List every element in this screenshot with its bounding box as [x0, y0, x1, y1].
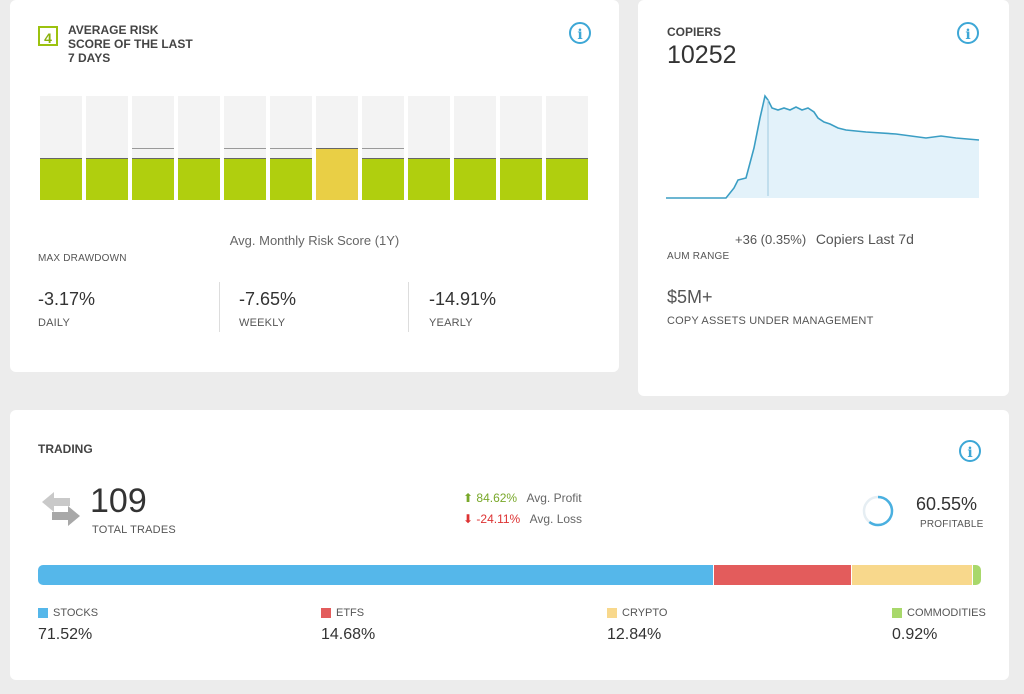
legend-label-crypto: CRYPTO — [607, 607, 667, 619]
copiers-count: 10252 — [667, 41, 737, 69]
risk-score-title: AVERAGE RISK SCORE OF THE LAST 7 DAYS — [68, 23, 193, 65]
monthly-risk-bar — [546, 96, 588, 200]
copiers-change: +36 (0.35%) Copiers Last 7d — [735, 231, 914, 247]
legend-label-stocks: STOCKS — [38, 607, 98, 619]
monthly-risk-bar — [132, 96, 174, 200]
monthly-risk-bar-fill — [316, 148, 358, 200]
risk-score-badge: 4 — [38, 26, 58, 46]
allocation-segment-stocks — [38, 565, 713, 585]
allocation-segment-etfs — [712, 565, 853, 585]
monthly-risk-bar-fill — [546, 158, 588, 200]
total-trades-value: 109 — [90, 482, 147, 520]
aum-value: $5M+ — [667, 287, 713, 307]
legend-swatch — [607, 608, 617, 619]
copiers-title: COPIERS — [667, 25, 722, 39]
monthly-risk-bar — [500, 96, 542, 200]
monthly-risk-bar — [362, 96, 404, 200]
monthly-risk-label: Avg. Monthly Risk Score (1Y) — [229, 233, 400, 248]
monthly-risk-bar-fill — [40, 158, 82, 200]
info-icon[interactable]: i — [569, 22, 591, 44]
avg-loss: ⬇ -24.11% Avg. Loss — [463, 512, 583, 526]
monthly-risk-bar — [270, 96, 312, 200]
monthly-risk-bar-fill — [86, 158, 128, 200]
total-trades-label: TOTAL TRADES — [92, 524, 176, 536]
monthly-risk-marker — [132, 148, 174, 149]
legend-label-etfs: ETFS — [321, 607, 364, 619]
monthly-risk-bar — [178, 96, 220, 200]
info-icon[interactable]: i — [957, 22, 979, 44]
monthly-risk-bar-fill — [270, 158, 312, 200]
avg-profit: ⬆ 84.62% Avg. Profit — [463, 491, 582, 505]
legend-value-commodities: 0.92% — [892, 626, 938, 643]
legend-label-commodities: COMMODITIES — [892, 607, 986, 619]
monthly-risk-bar-fill — [500, 158, 542, 200]
divider — [219, 282, 220, 332]
legend-swatch — [892, 608, 902, 619]
risk-score-card: 4 AVERAGE RISK SCORE OF THE LAST 7 DAYS … — [10, 0, 619, 372]
legend-value-etfs: 14.68% — [321, 626, 376, 643]
monthly-risk-bar-fill — [362, 158, 404, 200]
swap-arrows-icon — [42, 492, 80, 526]
legend-value-crypto: 12.84% — [607, 626, 662, 643]
allocation-segment-commodities — [972, 565, 981, 585]
legend-swatch — [38, 608, 48, 619]
aum-range-label: AUM RANGE — [667, 251, 730, 262]
allocation-segment-crypto — [851, 565, 974, 585]
down-arrow-icon: ⬇ — [463, 512, 474, 526]
monthly-risk-marker — [362, 148, 404, 149]
max-drawdown-label: MAX DRAWDOWN — [38, 253, 127, 264]
profitable-label: PROFITABLE — [920, 519, 984, 530]
allocation-bar — [38, 565, 981, 585]
monthly-risk-bar-fill — [224, 158, 266, 200]
profitable-ring — [862, 495, 894, 527]
monthly-risk-bar — [224, 96, 266, 200]
monthly-risk-bar-fill — [408, 158, 450, 200]
copiers-card: COPIERS i 10252 +36 (0.35%) Copiers Last… — [638, 0, 1009, 396]
profitable-ring-arc — [862, 495, 894, 527]
monthly-risk-bar — [408, 96, 450, 200]
aum-label: COPY ASSETS UNDER MANAGEMENT — [667, 315, 874, 327]
monthly-risk-bar — [86, 96, 128, 200]
monthly-risk-bar — [40, 96, 82, 200]
info-icon[interactable]: i — [959, 440, 981, 462]
monthly-risk-marker — [270, 148, 312, 149]
legend-value-stocks: 71.52% — [38, 626, 93, 643]
copiers-trend-area — [666, 96, 979, 198]
legend-swatch — [321, 608, 331, 619]
profitable-value: 60.55% — [916, 494, 978, 514]
trading-title: TRADING — [38, 442, 93, 456]
copiers-trend-line — [666, 94, 980, 199]
monthly-risk-bar-fill — [132, 158, 174, 200]
monthly-risk-bar — [316, 96, 358, 200]
monthly-risk-bar-fill — [454, 158, 496, 200]
monthly-risk-bar — [454, 96, 496, 200]
monthly-risk-bar-fill — [178, 158, 220, 200]
copiers-trend-chart — [666, 94, 980, 199]
up-arrow-icon: ⬆ — [463, 491, 474, 505]
trading-card: TRADING i 109 TOTAL TRADES ⬆ 84.62% Avg.… — [10, 410, 1009, 680]
divider — [408, 282, 409, 332]
monthly-risk-marker — [224, 148, 266, 149]
